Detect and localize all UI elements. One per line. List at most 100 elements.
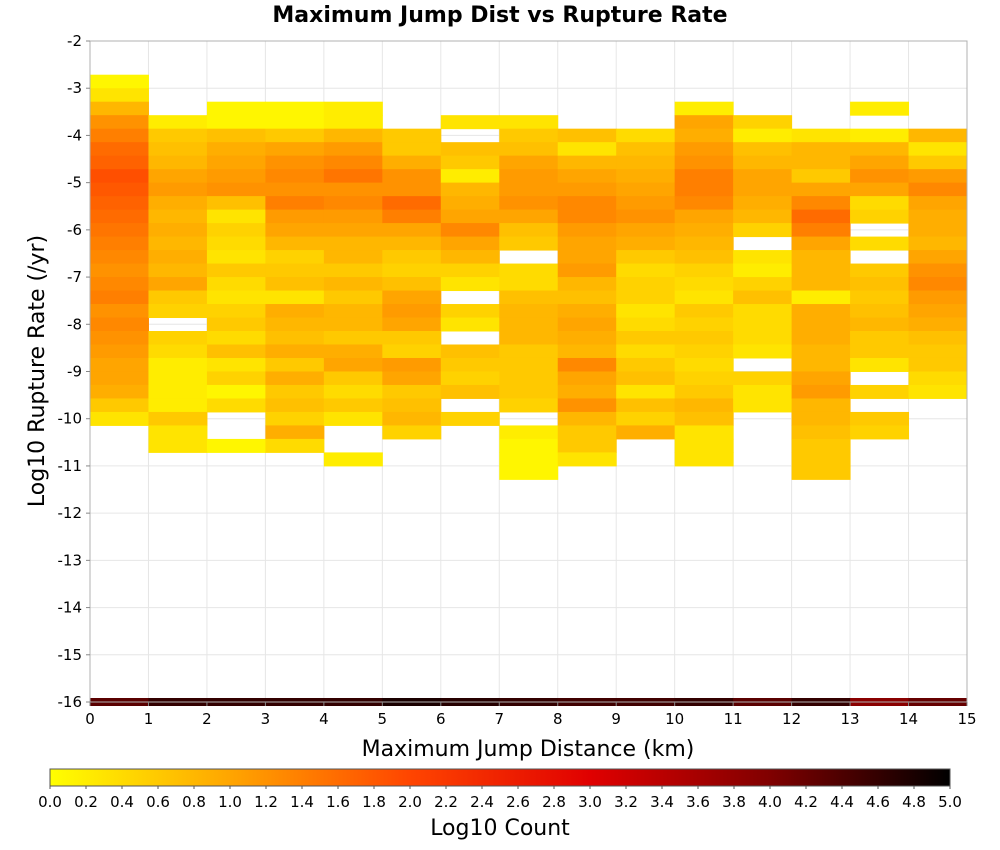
heatmap-cell — [674, 438, 734, 453]
heatmap-cell — [908, 155, 968, 170]
heatmap-cell — [206, 317, 266, 332]
heatmap-cell — [791, 317, 851, 332]
heatmap-cell — [265, 371, 325, 386]
colorbar-tick-label: 3.2 — [614, 793, 638, 811]
heatmap-cell — [908, 250, 968, 265]
heatmap-cell — [382, 384, 442, 399]
heatmap-cell — [148, 371, 208, 386]
heatmap-cell — [674, 101, 734, 116]
heatmap-cell — [616, 250, 676, 265]
heatmap-cell — [265, 115, 325, 130]
heatmap-cell — [382, 223, 442, 238]
heatmap-cell — [323, 236, 383, 251]
colorbar-tick-label: 1.8 — [362, 793, 386, 811]
heatmap-cell — [616, 209, 676, 224]
heatmap-cell — [616, 371, 676, 386]
heatmap-cell — [616, 236, 676, 251]
heatmap-cell — [265, 128, 325, 143]
heatmap-cell — [323, 128, 383, 143]
x-tick-label: 6 — [436, 710, 446, 728]
heatmap-cell — [148, 155, 208, 170]
y-axis-ticks: -2 -3 -4 -5 -6 -7 -8 -9 -10 -11 -12 -13 -14 -15 -16 — [58, 32, 90, 711]
y-tick-label: -2 — [67, 32, 82, 50]
heatmap-cell — [265, 425, 325, 440]
heatmap-cell — [791, 425, 851, 440]
heatmap-cell — [382, 317, 442, 332]
heatmap-cell — [791, 384, 851, 399]
heatmap-cell — [616, 398, 676, 413]
colorbar-tick-label: 4.0 — [758, 793, 782, 811]
heatmap-cell — [850, 317, 910, 332]
heatmap-cell — [557, 196, 617, 211]
heatmap-cell — [616, 331, 676, 345]
heatmap-cell — [616, 169, 676, 184]
heatmap-cell — [90, 290, 149, 305]
heatmap-cell — [908, 384, 968, 399]
heatmap-cell — [323, 384, 383, 399]
heatmap-cell — [499, 142, 559, 157]
heatmap-cell — [557, 290, 617, 305]
heatmap-cell — [674, 142, 734, 157]
heatmap-cell — [499, 128, 559, 143]
heatmap-cell — [265, 384, 325, 399]
heatmap-cell — [557, 357, 617, 372]
heatmap-cell — [557, 142, 617, 157]
heatmap-cell — [440, 384, 500, 399]
heatmap-cell — [733, 223, 793, 238]
heatmap-cell — [440, 344, 500, 359]
heatmap-cell — [265, 290, 325, 305]
heatmap-cell — [382, 357, 442, 372]
heatmap-cell — [557, 182, 617, 197]
heatmap-cell — [908, 357, 968, 372]
heatmap-cell — [791, 182, 851, 197]
heatmap-cell — [908, 331, 968, 345]
heatmap-cell — [382, 411, 442, 426]
heatmap-cell — [908, 169, 968, 184]
x-tick-label: 0 — [85, 710, 95, 728]
heatmap-cell — [206, 398, 266, 413]
heatmap-cell — [791, 411, 851, 426]
heatmap-cell — [206, 209, 266, 224]
heatmap-cell — [499, 465, 559, 480]
heatmap-cell — [733, 115, 793, 130]
heatmap-cell — [265, 438, 325, 453]
heatmap-cell — [265, 169, 325, 184]
heatmap-cell — [791, 169, 851, 184]
heatmap-cell — [323, 182, 383, 197]
heatmap-cell — [206, 223, 266, 238]
heatmap-cell — [733, 169, 793, 184]
heatmap-cell — [440, 371, 500, 386]
heatmap-cell — [850, 357, 910, 372]
heatmap-cell — [90, 384, 149, 399]
heatmap-cell — [616, 277, 676, 292]
colorbar-tick-label: 4.4 — [830, 793, 854, 811]
heatmap-cell — [206, 438, 266, 453]
heatmap-cell — [791, 438, 851, 453]
heatmap-cell — [206, 236, 266, 251]
y-tick-label: -5 — [67, 174, 82, 192]
heatmap-cell — [616, 290, 676, 305]
heatmap-cell — [616, 196, 676, 211]
heatmap-cell — [440, 304, 500, 319]
heatmap-cell — [265, 250, 325, 265]
heatmap-cell — [557, 411, 617, 426]
heatmap-cell — [90, 250, 149, 265]
heatmap-cell — [90, 88, 149, 103]
heatmap-cell — [323, 101, 383, 116]
heatmap-cell — [206, 101, 266, 116]
heatmap-cell — [265, 142, 325, 157]
heatmap-cell — [499, 223, 559, 238]
heatmap-cell — [850, 196, 910, 211]
colorbar-tick-label: 2.2 — [434, 793, 458, 811]
heatmap-cell — [90, 344, 149, 359]
heatmap-cell — [674, 250, 734, 265]
heatmap-cell — [323, 411, 383, 426]
heatmap-cell — [850, 411, 910, 426]
heatmap-cell — [90, 331, 149, 345]
colorbar-tick-label: 2.6 — [506, 793, 530, 811]
heatmap-cell — [323, 250, 383, 265]
heatmap-cell — [616, 263, 676, 278]
heatmap-cell — [616, 142, 676, 157]
heatmap-cell — [616, 344, 676, 359]
heatmap-cell — [148, 384, 208, 399]
